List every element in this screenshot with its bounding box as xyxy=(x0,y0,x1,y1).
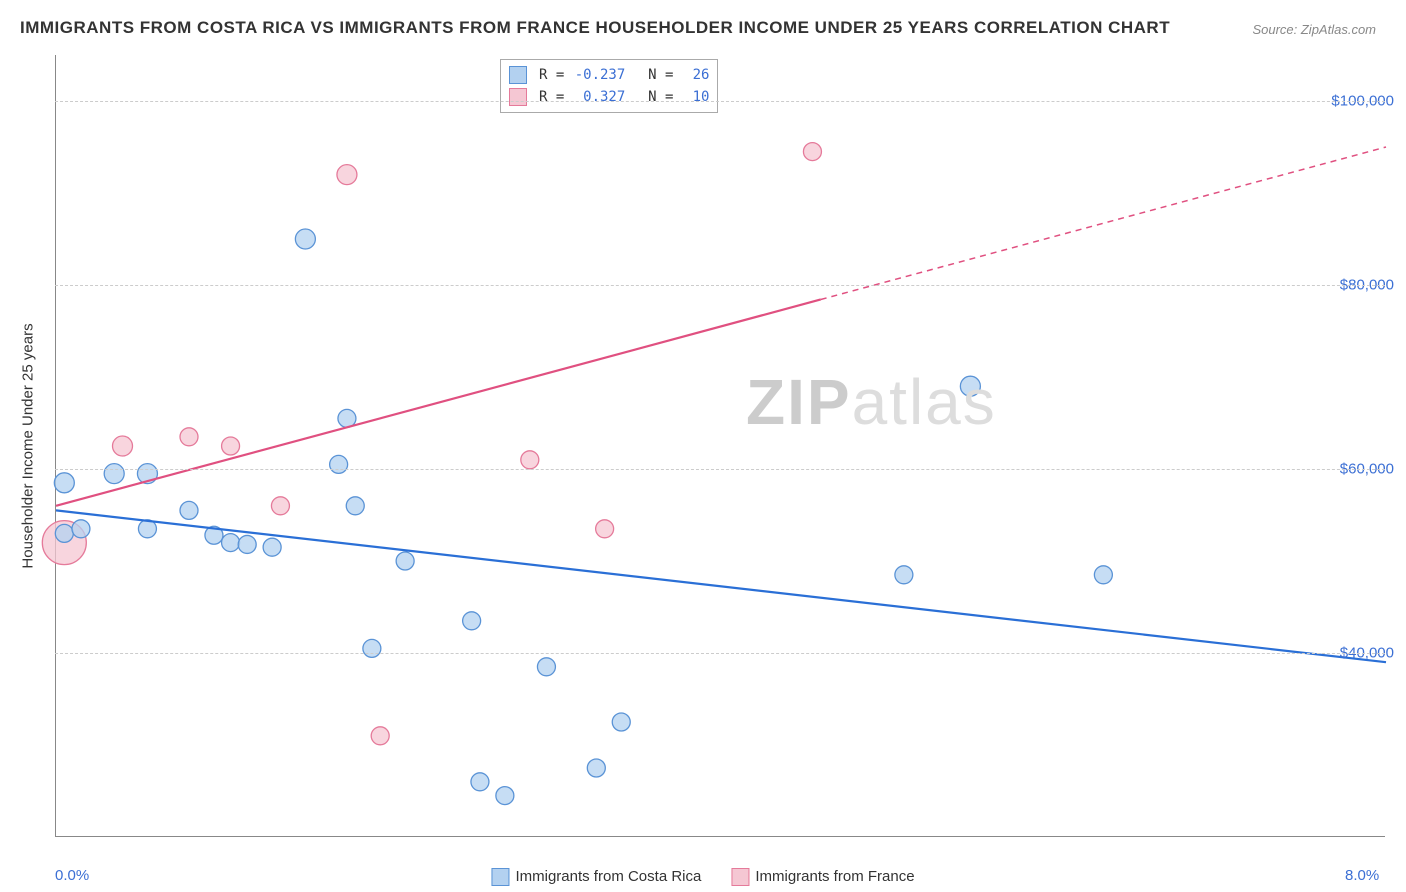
series-legend-label: Immigrants from Costa Rica xyxy=(515,868,701,885)
legend-r-label: R = xyxy=(539,64,564,86)
series-legend-item: Immigrants from France xyxy=(731,868,914,886)
gridline-h xyxy=(55,101,1385,102)
gridline-h xyxy=(55,653,1385,654)
legend-r-value: -0.237 xyxy=(570,64,625,86)
legend-n-value: 10 xyxy=(679,86,709,108)
series-legend-item: Immigrants from Costa Rica xyxy=(491,868,701,886)
correlation-legend-row: R = 0.327 N = 10 xyxy=(509,86,709,108)
legend-n-label: N = xyxy=(631,86,673,108)
source-label: Source: ZipAtlas.com xyxy=(1252,22,1376,37)
chart-title: IMMIGRANTS FROM COSTA RICA VS IMMIGRANTS… xyxy=(20,18,1170,38)
y-axis-label: Householder Income Under 25 years xyxy=(20,323,37,568)
gridline-h xyxy=(55,469,1385,470)
legend-r-label: R = xyxy=(539,86,564,108)
correlation-legend: R = -0.237 N = 26 R = 0.327 N = 10 xyxy=(500,59,718,113)
legend-n-label: N = xyxy=(631,64,673,86)
x-tick-label: 8.0% xyxy=(1345,867,1379,884)
legend-swatch xyxy=(731,868,749,886)
correlation-legend-row: R = -0.237 N = 26 xyxy=(509,64,709,86)
legend-swatch xyxy=(491,868,509,886)
series-legend: Immigrants from Costa Rica Immigrants fro… xyxy=(491,868,914,886)
legend-swatch xyxy=(509,88,527,106)
chart-plot-area: ZIPatlas xyxy=(55,55,1385,837)
legend-r-value: 0.327 xyxy=(570,86,625,108)
gridline-h xyxy=(55,285,1385,286)
x-tick-label: 0.0% xyxy=(55,867,89,884)
legend-swatch xyxy=(509,66,527,84)
series-legend-label: Immigrants from France xyxy=(755,868,914,885)
legend-n-value: 26 xyxy=(679,64,709,86)
scatter-svg xyxy=(56,55,1386,837)
